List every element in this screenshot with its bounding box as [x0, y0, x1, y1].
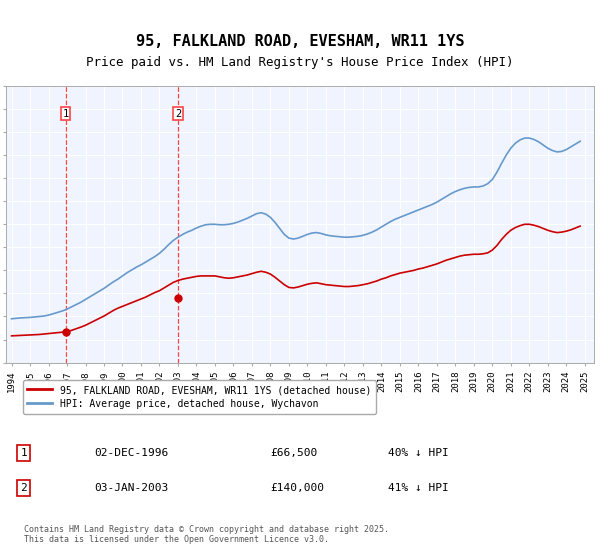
Text: 03-JAN-2003: 03-JAN-2003: [94, 483, 169, 493]
Text: Contains HM Land Registry data © Crown copyright and database right 2025.
This d: Contains HM Land Registry data © Crown c…: [23, 525, 389, 544]
Text: 1: 1: [20, 448, 27, 458]
Text: 95, FALKLAND ROAD, EVESHAM, WR11 1YS: 95, FALKLAND ROAD, EVESHAM, WR11 1YS: [136, 34, 464, 49]
Text: £66,500: £66,500: [271, 448, 318, 458]
Text: 02-DEC-1996: 02-DEC-1996: [94, 448, 169, 458]
Text: Price paid vs. HM Land Registry's House Price Index (HPI): Price paid vs. HM Land Registry's House …: [86, 55, 514, 69]
Text: 2: 2: [20, 483, 27, 493]
Text: 41% ↓ HPI: 41% ↓ HPI: [388, 483, 449, 493]
Text: £140,000: £140,000: [271, 483, 325, 493]
Text: 1: 1: [62, 109, 68, 119]
Text: 2: 2: [175, 109, 181, 119]
Text: 40% ↓ HPI: 40% ↓ HPI: [388, 448, 449, 458]
Legend: 95, FALKLAND ROAD, EVESHAM, WR11 1YS (detached house), HPI: Average price, detac: 95, FALKLAND ROAD, EVESHAM, WR11 1YS (de…: [23, 380, 376, 414]
